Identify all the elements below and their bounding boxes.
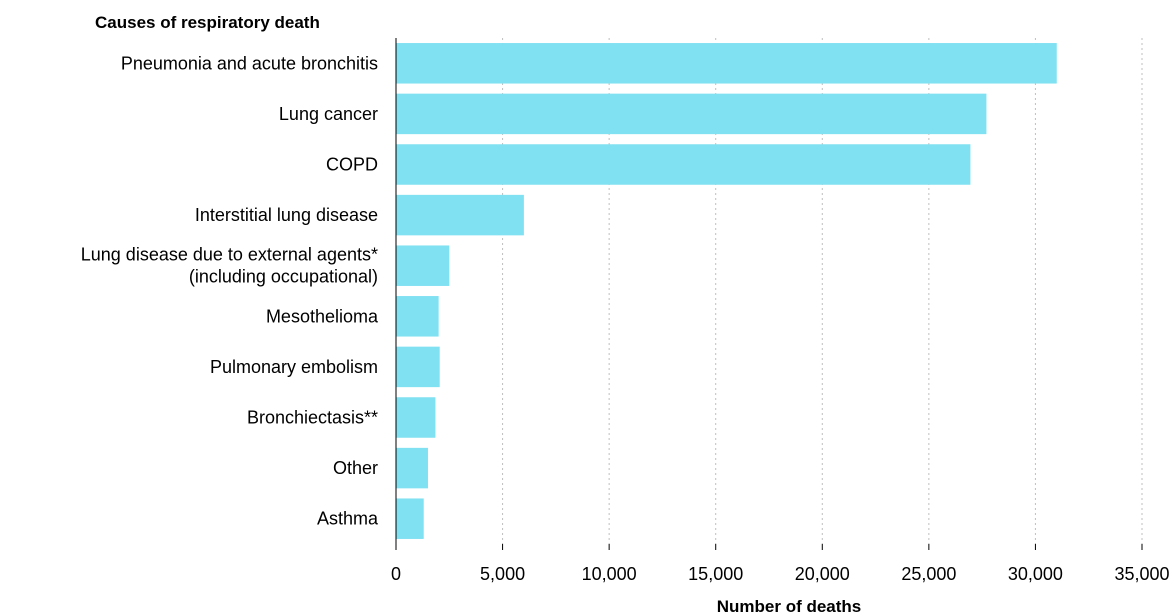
bar [396,397,436,438]
bar [396,346,440,388]
category-label: COPD [326,155,378,175]
x-tick-label: 15,000 [688,564,743,584]
category-label: Asthma [317,509,379,529]
x-axis-title: Number of deaths [717,597,862,616]
category-label: Bronchiectasis** [247,408,378,428]
bar [396,144,971,185]
x-tick-label: 10,000 [582,564,637,584]
category-label: Mesothelioma [266,306,379,326]
category-label: Lung cancer [279,104,378,124]
bar [396,43,1057,84]
bar [396,296,439,337]
category-label: Other [333,458,378,478]
x-tick-label: 20,000 [795,564,850,584]
x-tick-label: 30,000 [1008,564,1063,584]
x-axis-ticks: 0 5,000 10,000 15,000 20,000 25,000 30,000 35,0… [391,544,1170,584]
bar [396,498,424,539]
bar [396,245,450,286]
bars [396,43,1057,539]
bar [396,93,987,135]
category-label: Interstitial lung disease [195,205,378,225]
y-axis-title: Causes of respiratory death [95,13,320,32]
x-tick-label: 35,000 [1114,564,1169,584]
bar [396,447,428,489]
x-tick-label: 0 [391,564,401,584]
category-labels: Pneumonia and acute bronchitis Lung cance… [81,53,379,528]
category-label: Pneumonia and acute bronchitis [121,53,378,73]
bar [396,194,524,236]
gridlines [502,38,1143,544]
category-label: Lung disease due to external agents* (inc… [81,245,378,287]
x-tick-label: 5,000 [480,564,525,584]
category-label: Pulmonary embolism [210,357,378,377]
x-tick-label: 25,000 [901,564,956,584]
